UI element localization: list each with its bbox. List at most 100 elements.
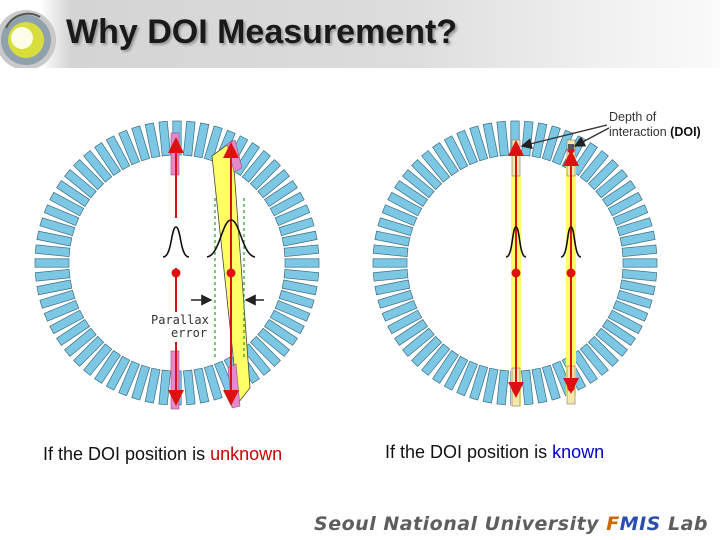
crystal-element bbox=[619, 230, 656, 247]
doi-pointer-2 bbox=[573, 127, 610, 147]
crystal-element bbox=[612, 204, 649, 227]
doi-diagram: Parallax error Depth of interaction (DOI… bbox=[34, 110, 701, 410]
doi-marker bbox=[568, 144, 574, 150]
crystal-element bbox=[144, 367, 161, 404]
crystal-element bbox=[443, 355, 469, 391]
crystal-element bbox=[394, 319, 429, 346]
crystal-element bbox=[411, 159, 443, 191]
footer-mis: MIS bbox=[619, 513, 661, 535]
crystal-element bbox=[595, 327, 628, 357]
crystal-element bbox=[263, 319, 298, 346]
crystal-element bbox=[83, 343, 113, 376]
crystal-element bbox=[482, 122, 499, 159]
crystal-element bbox=[402, 327, 435, 357]
crystal-element bbox=[374, 230, 411, 247]
doi-label-bold: (DOI) bbox=[670, 125, 701, 139]
crystal-element bbox=[64, 169, 97, 199]
crystal-element bbox=[432, 349, 459, 384]
wide-resolution-peak bbox=[206, 219, 256, 258]
crystal-element bbox=[193, 122, 210, 159]
crystal-element bbox=[283, 269, 320, 282]
crystal-element bbox=[193, 367, 210, 404]
crystal-element bbox=[105, 355, 131, 391]
crystal-element bbox=[281, 279, 318, 296]
crystal-element bbox=[83, 150, 113, 183]
crystal-element bbox=[541, 364, 561, 401]
crystal-element bbox=[377, 289, 414, 309]
crystal-element bbox=[49, 309, 85, 335]
crystal-element bbox=[39, 289, 76, 309]
crystal-element bbox=[94, 142, 121, 177]
caption-unknown: If the DOI position is unknown bbox=[43, 444, 282, 465]
crystal-element bbox=[34, 244, 71, 257]
source-point-4 bbox=[566, 268, 576, 278]
crystal-element bbox=[595, 169, 628, 199]
crystal-element bbox=[241, 150, 271, 183]
crystal-element bbox=[73, 159, 105, 191]
crystal-element bbox=[607, 191, 643, 217]
caption-known-prefix: If the DOI position is bbox=[385, 442, 553, 462]
doi-label-prefix: interaction bbox=[609, 125, 670, 139]
parallax-label-line1: Parallax bbox=[151, 313, 209, 327]
footer-prefix: Seoul National University bbox=[314, 513, 607, 535]
crystal-element bbox=[521, 369, 534, 406]
crystal-element bbox=[394, 180, 429, 207]
crystal-element bbox=[622, 258, 658, 268]
detector-ring-right bbox=[372, 120, 658, 406]
crystal-element bbox=[131, 364, 151, 401]
parallax-label-line2: error bbox=[171, 326, 207, 340]
crystal-element bbox=[374, 279, 411, 296]
crystal-element bbox=[203, 364, 223, 401]
crystal-element bbox=[281, 230, 318, 247]
crystal-element bbox=[94, 349, 121, 384]
crystal-element bbox=[621, 269, 658, 282]
crystal-element bbox=[469, 364, 489, 401]
crystal-element bbox=[274, 204, 311, 227]
narrow-peak-right-2 bbox=[560, 226, 582, 258]
crystal-element bbox=[496, 369, 509, 406]
crystal-element bbox=[372, 258, 408, 268]
crystal-element bbox=[621, 244, 658, 257]
crystal-element bbox=[257, 327, 290, 357]
crystal-element bbox=[531, 367, 548, 404]
footer-lab-name: Seoul National University FMIS Lab bbox=[314, 513, 708, 535]
crystal-element bbox=[73, 335, 105, 367]
doi-pointer-1 bbox=[520, 124, 608, 150]
crystal-element bbox=[249, 335, 281, 367]
caption-unknown-highlight: unknown bbox=[210, 444, 283, 464]
crystal-element bbox=[43, 299, 80, 322]
source-point-3 bbox=[511, 268, 521, 278]
crystal-element bbox=[269, 309, 305, 335]
crystal-element bbox=[601, 319, 636, 346]
crystal-element bbox=[105, 135, 131, 171]
crystal-element bbox=[496, 120, 509, 157]
crystal-element bbox=[269, 191, 305, 217]
crystal-element bbox=[387, 191, 423, 217]
crystal-element bbox=[387, 309, 423, 335]
crystal-element bbox=[43, 204, 80, 227]
crystal-element bbox=[443, 135, 469, 171]
crystal-element bbox=[56, 180, 91, 207]
crystal-element bbox=[249, 159, 281, 191]
crystal-element bbox=[158, 120, 171, 157]
crystal-element bbox=[616, 289, 653, 309]
crystal-element bbox=[257, 169, 290, 199]
crystal-element bbox=[36, 279, 73, 296]
crystal-element bbox=[49, 191, 85, 217]
crystal-element bbox=[372, 244, 409, 257]
doi-label-line1: Depth of bbox=[609, 110, 657, 124]
doi-point-1-bottom bbox=[512, 386, 520, 394]
crystal-element bbox=[183, 120, 196, 157]
crystal-element bbox=[36, 230, 73, 247]
footer-suffix: Lab bbox=[660, 513, 708, 535]
crystal-element bbox=[619, 279, 656, 296]
page-title: Why DOI Measurement? bbox=[66, 13, 458, 51]
crystal-element bbox=[278, 217, 315, 237]
crystal-element bbox=[39, 217, 76, 237]
narrow-resolution-peak bbox=[162, 226, 190, 258]
source-point-1 bbox=[171, 268, 181, 278]
crystal-element bbox=[421, 150, 451, 183]
crystal-element bbox=[64, 327, 97, 357]
caption-known-highlight: known bbox=[552, 442, 605, 462]
crystal-element bbox=[607, 309, 643, 335]
